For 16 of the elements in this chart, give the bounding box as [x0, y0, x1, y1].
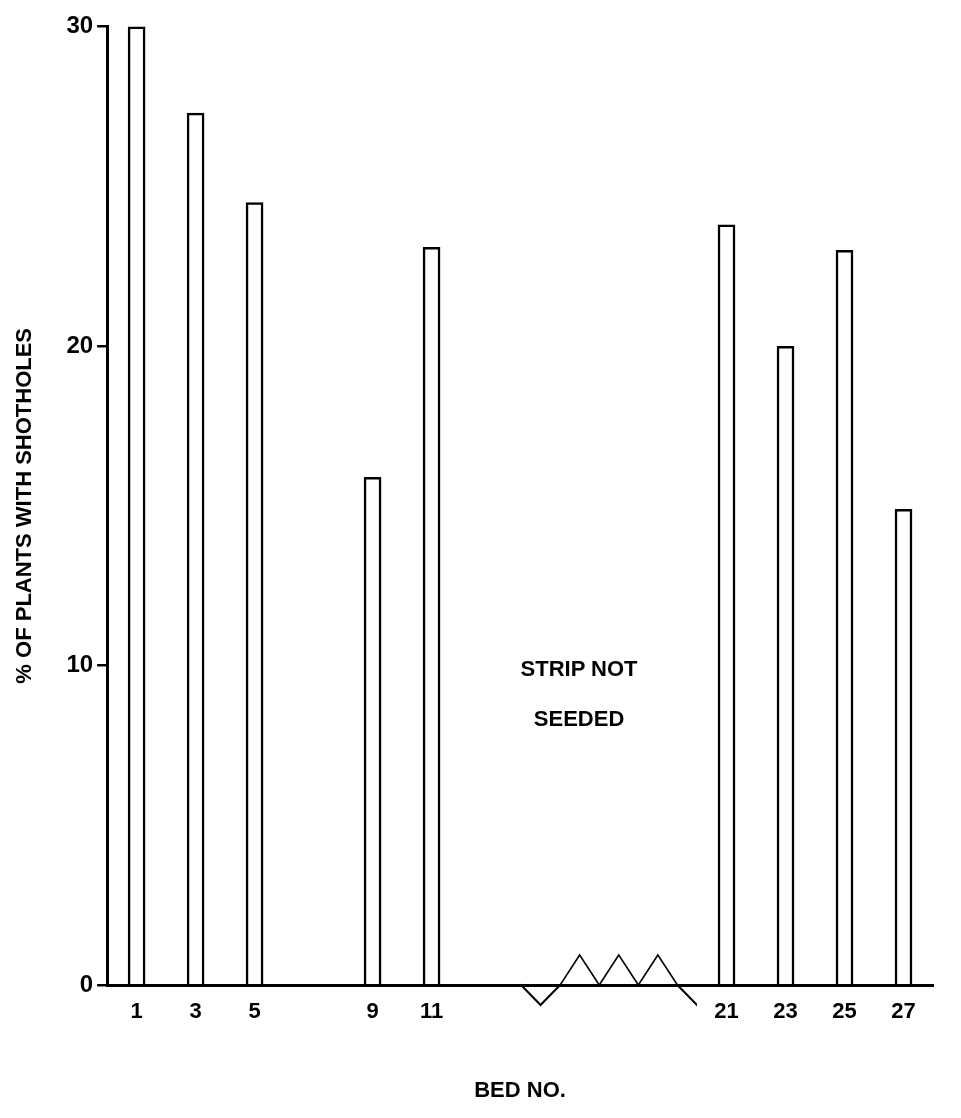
- annotation: STRIP NOT SEEDED: [520, 655, 639, 731]
- x-tick-label: 25: [832, 998, 857, 1024]
- x-axis-title: BED NO.: [474, 1076, 566, 1102]
- x-tick-label: 21: [714, 998, 739, 1024]
- y-tick-label: 0: [79, 969, 94, 997]
- x-tick-label: 5: [248, 998, 261, 1024]
- x-tick-label: 27: [891, 998, 916, 1024]
- y-axis-title: % OF PLANTS WITH SHOTHOLES: [11, 327, 37, 684]
- x-tick-label: 23: [773, 998, 798, 1024]
- y-tick-label: 20: [66, 330, 94, 358]
- x-tick-label: 3: [189, 998, 202, 1024]
- x-tick-label: 1: [130, 998, 143, 1024]
- y-tick-label: 30: [66, 11, 94, 39]
- x-tick-label: 9: [366, 998, 379, 1024]
- x-tick-label: 11: [419, 998, 444, 1024]
- y-tick-label: 10: [66, 650, 94, 678]
